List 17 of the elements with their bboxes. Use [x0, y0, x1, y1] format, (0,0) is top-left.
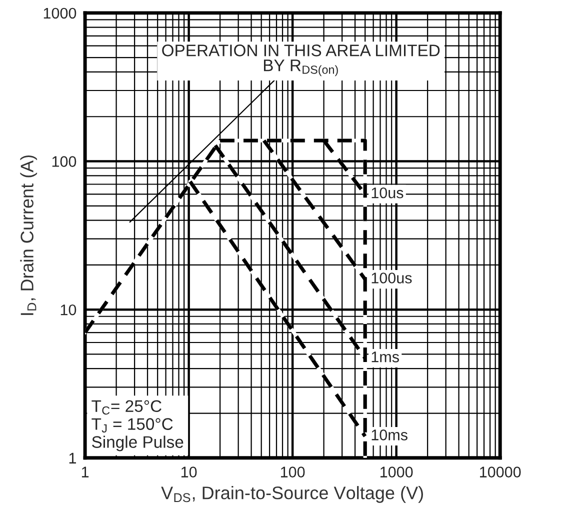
x-tick-label: 1: [82, 466, 89, 478]
series-label: 100us: [372, 272, 412, 284]
y-tick-label: 1000: [44, 8, 76, 19]
y-tick-label: 1: [69, 452, 76, 464]
y-tick-label: 10: [60, 304, 76, 316]
annotation: T$_{C}$= 25°C T$_{J}$ = 150°C Single Pulse: [92, 400, 184, 452]
y-axis-title: I$_{D}$, Drain Current (A): [20, 155, 38, 315]
y-tick-label: 100: [52, 156, 76, 167]
x-axis-title: V$_{DS}$, Drain-to-Source Voltage (V): [161, 486, 423, 503]
annotation: OPERATION IN THIS AREA LIMITED BY R$_{DS(on)}$: [162, 44, 440, 76]
x-tick-label: 1000: [380, 466, 413, 478]
x-tick-label: 100: [280, 466, 305, 478]
series-label: 10us: [372, 187, 404, 198]
x-tick-label: 10: [181, 466, 197, 478]
x-tick-label: 10000: [480, 466, 521, 478]
series-label: 10ms: [372, 430, 408, 440]
series-label: 1ms: [372, 352, 399, 362]
